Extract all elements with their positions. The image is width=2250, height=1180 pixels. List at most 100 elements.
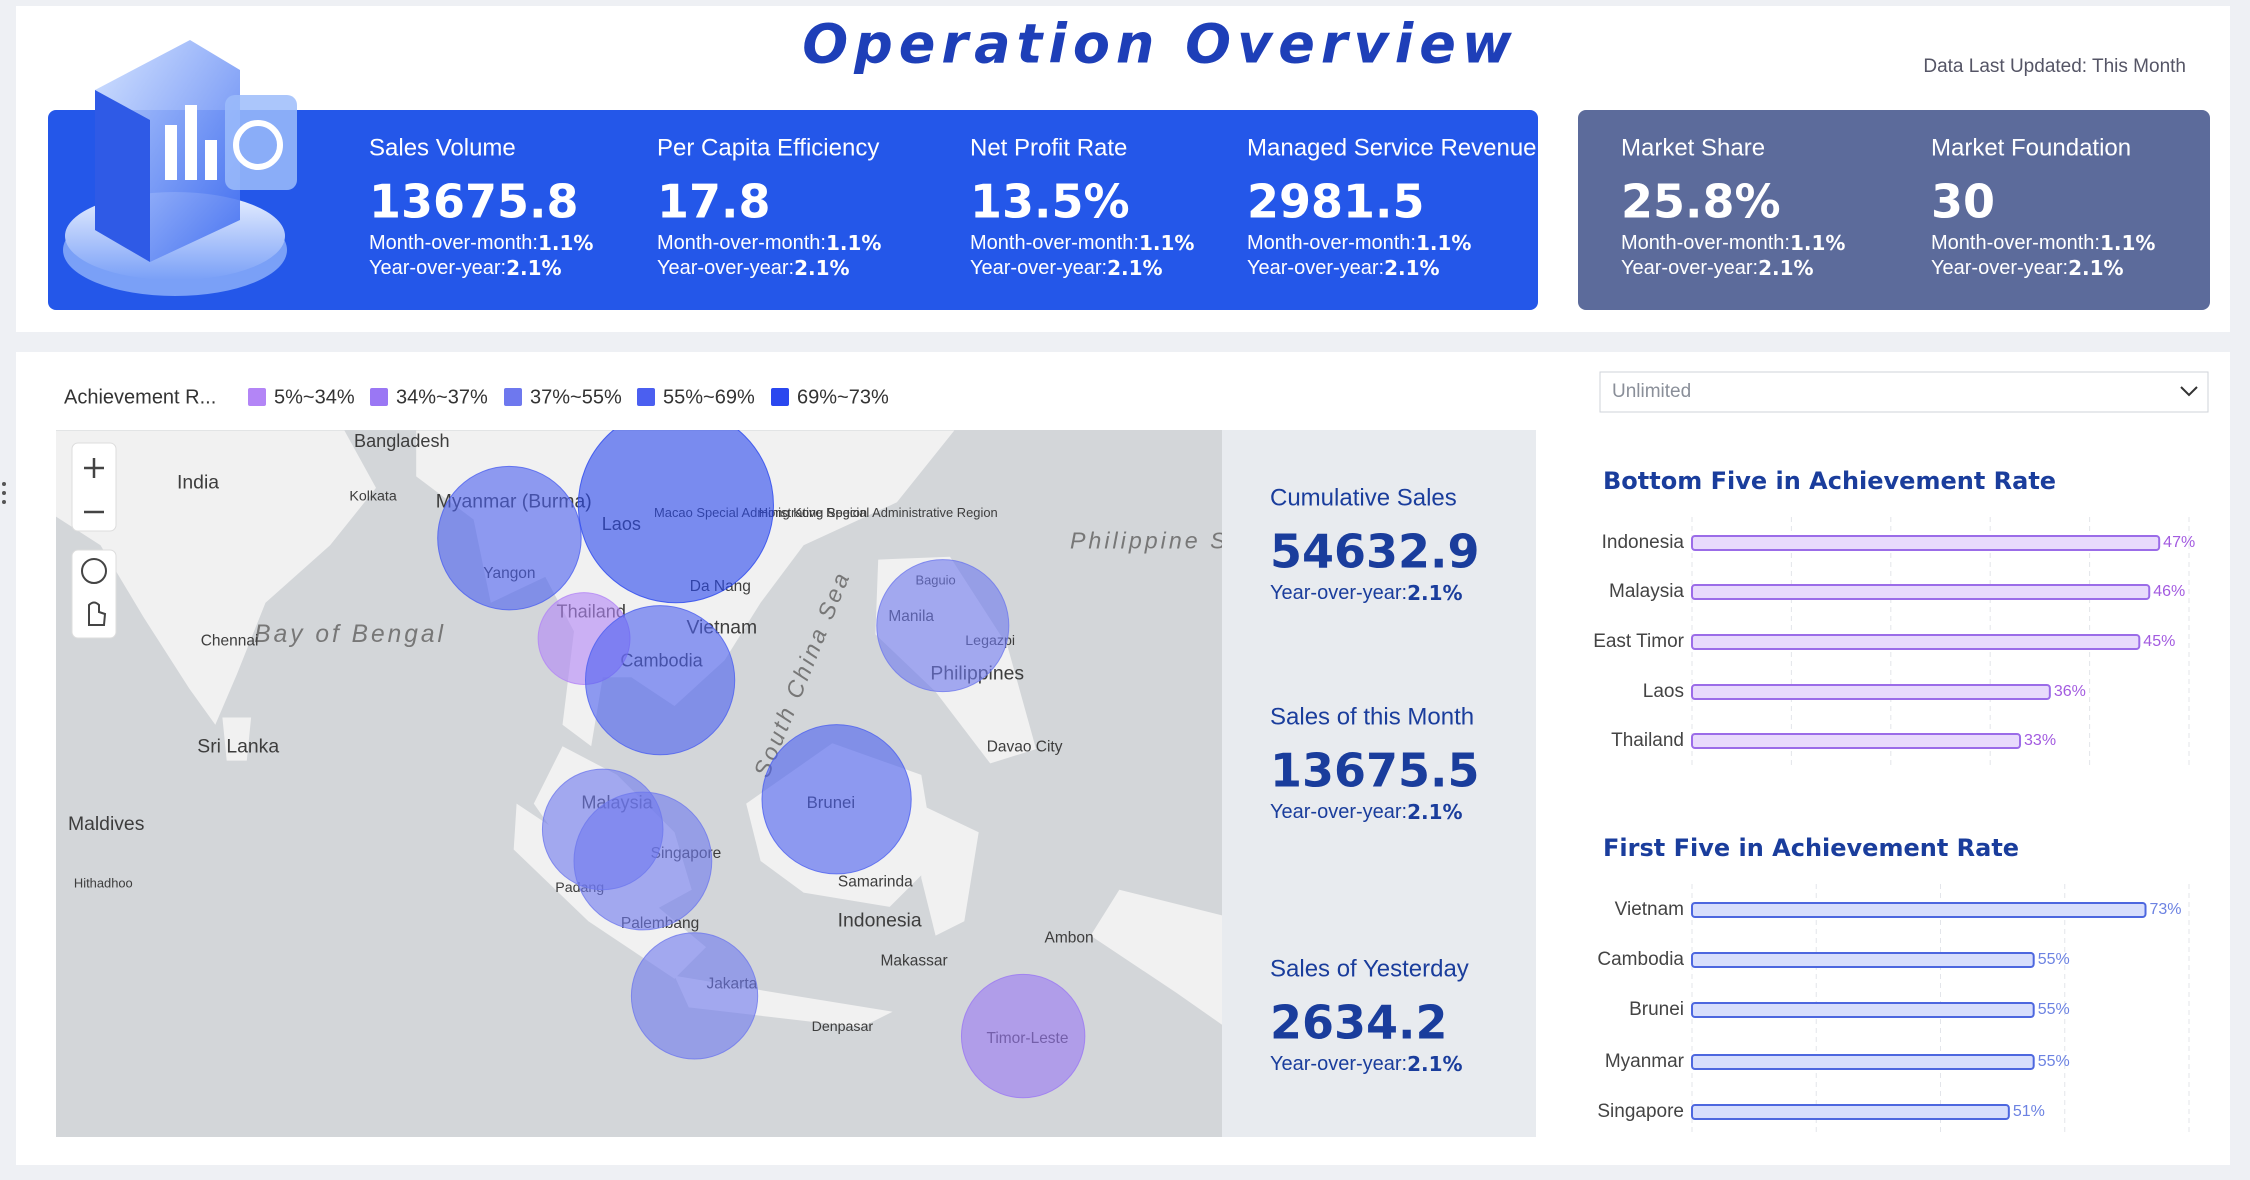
legend-title: Achievement R... — [64, 386, 216, 408]
legend-label: 37%~55% — [530, 386, 622, 408]
stat-yoy-label: Year-over-year: — [1270, 582, 1407, 604]
kpi-mom-label: Month-over-month: — [1931, 232, 2100, 254]
stat-value: 54632.9 — [1270, 525, 1480, 579]
y-tick-label: Laos — [1643, 681, 1684, 702]
kpi-value: 13.5% — [970, 175, 1130, 229]
value-label: 55% — [2038, 1001, 2070, 1018]
stat-yoy: Year-over-year:2.1% — [1270, 581, 1463, 605]
bar — [1691, 1104, 2010, 1120]
kpi-yoy-value: 2.1% — [506, 256, 561, 280]
kpi-mom-value: 1.1% — [1790, 231, 1845, 255]
bar — [1691, 952, 2035, 968]
zoom-in[interactable] — [84, 458, 104, 478]
kpi-mom: Month-over-month:1.1% — [970, 231, 1194, 255]
kpi-yoy: Year-over-year:2.1% — [1621, 256, 1814, 280]
pan-tool[interactable] — [88, 601, 107, 626]
kpi-mom: Month-over-month:1.1% — [369, 231, 593, 255]
map: BangladeshIndiaKolkataMyanmar (Burma)Yan… — [56, 430, 1536, 1137]
legend-swatch — [248, 388, 266, 406]
kpi-value: 13675.8 — [369, 175, 579, 229]
kpi-value: 30 — [1931, 175, 1995, 229]
value-label: 45% — [2143, 633, 2175, 650]
stat-label: Sales of Yesterday — [1270, 955, 1469, 982]
kpi-label: Per Capita Efficiency — [657, 134, 879, 161]
map-label: Indonesia — [838, 909, 922, 931]
map-label: Ambon — [1045, 930, 1094, 947]
kpi-mom: Month-over-month:1.1% — [1931, 231, 2155, 255]
legend-swatch — [504, 388, 522, 406]
kpi-value: 2981.5 — [1247, 175, 1425, 229]
kpi-mom-label: Month-over-month: — [369, 232, 538, 254]
map-bubble — [573, 791, 713, 931]
value-label: 36% — [2054, 683, 2086, 700]
map-label: Samarinda — [838, 874, 913, 891]
land-shape — [1090, 889, 1235, 1034]
kpi-mom: Month-over-month:1.1% — [1621, 231, 1845, 255]
bar — [1691, 684, 2051, 700]
y-tick-label: Thailand — [1611, 730, 1684, 751]
value-label: 46% — [2153, 583, 2185, 600]
kpi-card-gray — [1578, 110, 2210, 310]
kpi-mom-label: Month-over-month: — [1247, 232, 1416, 254]
filter-dropdown[interactable]: Unlimited — [1599, 371, 2209, 413]
kpi-mom-value: 1.1% — [1416, 231, 1471, 255]
map-label: Bangladesh — [354, 431, 450, 451]
chart-title: First Five in Achievement Rate — [1603, 834, 2019, 862]
stat-yoy-value: 2.1% — [1407, 1052, 1462, 1076]
kpi-yoy: Year-over-year:2.1% — [369, 256, 562, 280]
map-label: Kolkata — [349, 488, 396, 504]
y-tick-label: Vietnam — [1615, 899, 1684, 920]
y-tick-label: Indonesia — [1602, 532, 1685, 553]
stat-yoy-value: 2.1% — [1407, 800, 1462, 824]
map-label: Maldives — [68, 813, 144, 835]
kpi-mom-label: Month-over-month: — [1621, 232, 1790, 254]
stats-overlay — [1222, 430, 1536, 1137]
map-bubble — [577, 430, 774, 604]
value-label: 33% — [2024, 732, 2056, 749]
chart-title: Bottom Five in Achievement Rate — [1603, 467, 2056, 495]
kpi-value: 25.8% — [1621, 175, 1781, 229]
land-shape — [222, 717, 252, 761]
kpi-yoy-value: 2.1% — [1758, 256, 1813, 280]
y-tick-label: Cambodia — [1597, 949, 1684, 970]
value-label: 73% — [2150, 901, 2182, 918]
kpi-yoy: Year-over-year:2.1% — [657, 256, 850, 280]
side-handle[interactable] — [2, 482, 6, 504]
kpi-mom-label: Month-over-month: — [657, 232, 826, 254]
kpi-mom-value: 1.1% — [1139, 231, 1194, 255]
rotate-tool[interactable] — [81, 558, 107, 584]
dropdown-chevron — [2180, 386, 2198, 397]
dropdown-value: Unlimited — [1612, 381, 1691, 402]
kpi-mom-value: 1.1% — [826, 231, 881, 255]
kpi-yoy-label: Year-over-year: — [1621, 257, 1758, 279]
kpi-yoy-value: 2.1% — [1384, 256, 1439, 280]
kpi-yoy-label: Year-over-year: — [369, 257, 506, 279]
y-tick-label: Brunei — [1629, 999, 1684, 1020]
map-label: Sri Lanka — [197, 736, 279, 758]
map-label: Makassar — [881, 953, 948, 970]
stat-label: Sales of this Month — [1270, 703, 1474, 730]
kpi-mom-value: 1.1% — [2100, 231, 2155, 255]
stat-yoy-label: Year-over-year: — [1270, 801, 1407, 823]
legend-label: 5%~34% — [274, 386, 355, 408]
y-tick-label: Singapore — [1597, 1101, 1684, 1122]
map-controls — [71, 442, 117, 639]
y-tick-label: Malaysia — [1609, 581, 1684, 602]
stat-value: 13675.5 — [1270, 744, 1480, 798]
map-bubble — [761, 724, 912, 875]
stat-yoy: Year-over-year:2.1% — [1270, 1052, 1463, 1076]
land-shape — [56, 430, 376, 725]
bar — [1691, 634, 2141, 650]
kpi-label: Net Profit Rate — [970, 134, 1127, 161]
stat-yoy: Year-over-year:2.1% — [1270, 800, 1463, 824]
legend-label: 34%~37% — [396, 386, 488, 408]
kpi-yoy: Year-over-year:2.1% — [1247, 256, 1440, 280]
update-note: Data Last Updated: This Month — [1923, 56, 2186, 77]
kpi-card-blue — [48, 110, 1538, 310]
kpi-value: 17.8 — [657, 175, 771, 229]
map-label: Hithadhoo — [74, 875, 133, 890]
dropdown-box[interactable] — [1599, 371, 2209, 413]
map-label: Chennai — [201, 633, 259, 650]
